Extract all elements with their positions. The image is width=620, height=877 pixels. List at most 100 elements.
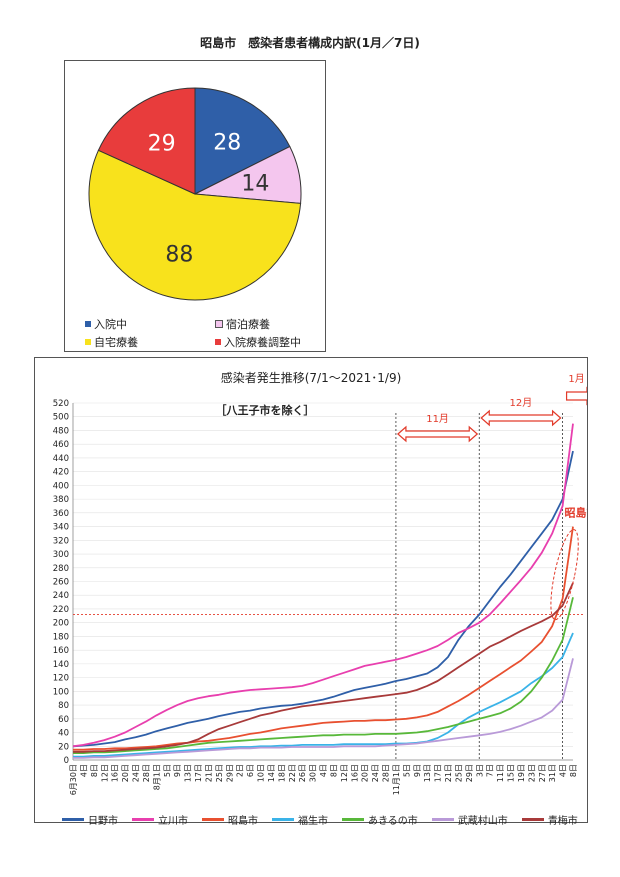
- y-tick-label: 520: [53, 399, 69, 409]
- x-tick-label: 23日: [527, 764, 536, 782]
- legend-label: 昭島市: [228, 816, 258, 827]
- y-tick-label: 480: [53, 426, 69, 436]
- x-tick-label: 21日: [204, 764, 213, 782]
- x-tick-label: 8月1日: [152, 764, 161, 790]
- legend-swatch: [85, 321, 91, 327]
- y-tick-label: 120: [53, 674, 69, 684]
- x-tick-label: 16日: [350, 764, 359, 782]
- legend-label: 立川市: [158, 816, 188, 827]
- legend-swatch: [132, 818, 154, 821]
- pie-data-label: 29: [148, 131, 176, 156]
- y-tick-label: 20: [58, 742, 69, 752]
- x-tick-label: 11日: [496, 764, 505, 782]
- y-tick-label: 440: [53, 454, 69, 464]
- line-legend-item: 日野市: [62, 812, 118, 827]
- month-range-arrow: [565, 386, 596, 406]
- x-tick-label: 12日: [340, 764, 349, 782]
- x-tick-label: 6月30日: [69, 764, 78, 795]
- y-tick-label: 240: [53, 591, 69, 601]
- x-tick-label: 25日: [454, 764, 463, 782]
- legend-swatch: [431, 818, 454, 821]
- legend-label: 入院中: [94, 318, 127, 331]
- x-tick-label: 4日: [79, 764, 88, 777]
- series-line-武蔵村山市: [73, 658, 574, 759]
- y-tick-label: 200: [53, 619, 69, 629]
- y-tick-label: 140: [53, 660, 69, 670]
- y-tick-label: 400: [53, 481, 69, 491]
- line-legend: 日野市 立川市 昭島市 福生市 あきるの市 武蔵村山市 青梅市: [62, 812, 578, 827]
- series-line-福生市: [73, 632, 574, 758]
- pie-legend-item: 宿泊療養: [215, 316, 270, 332]
- x-tick-label: 26日: [298, 764, 307, 782]
- series-line-立川市: [72, 423, 574, 748]
- legend-swatch: [202, 818, 224, 821]
- x-tick-label: 3日: [475, 764, 484, 777]
- line-legend-item: 武蔵村山市: [431, 812, 508, 827]
- x-tick-label: 8日: [569, 764, 578, 777]
- x-tick-label: 4日: [559, 764, 568, 777]
- x-tick-label: 28日: [142, 764, 151, 782]
- x-tick-label: 21日: [444, 764, 453, 782]
- y-tick-label: 40: [58, 729, 69, 739]
- x-tick-label: 18日: [277, 764, 286, 782]
- x-tick-label: 8日: [329, 764, 338, 777]
- legend-label: 自宅療養: [94, 336, 138, 349]
- x-tick-label: 20日: [361, 764, 370, 782]
- x-tick-label: 24日: [371, 764, 380, 782]
- y-tick-label: 180: [53, 632, 69, 642]
- legend-swatch: [521, 818, 544, 821]
- x-tick-label: 16日: [111, 764, 120, 782]
- month-label: 12月: [510, 397, 533, 409]
- x-tick-label: 6日: [246, 764, 255, 777]
- pie-legend-item: 入院中: [85, 316, 127, 332]
- x-tick-label: 29日: [465, 764, 474, 782]
- x-tick-label: 17日: [194, 764, 203, 782]
- y-tick-label: 220: [53, 605, 69, 615]
- month-label: 1月: [568, 373, 584, 385]
- x-tick-label: 15日: [507, 764, 516, 782]
- series-line-青梅市: [73, 582, 574, 753]
- x-tick-label: 12日: [100, 764, 109, 782]
- legend-label: 青梅市: [547, 816, 578, 827]
- x-tick-label: 13日: [423, 764, 432, 782]
- x-tick-label: 28日: [382, 764, 391, 782]
- x-tick-label: 5日: [163, 764, 172, 777]
- series-line-日野市: [72, 450, 574, 748]
- line-chart-subtitle: ［八王子市を除く］: [216, 403, 315, 417]
- pie-chart-panel: 28 14 88 29 入院中 宿泊療養 自宅療養 入院療養調整中: [64, 60, 326, 352]
- y-tick-label: 0: [64, 756, 69, 766]
- line-legend-item: 立川市: [132, 812, 188, 827]
- line-legend-item: 昭島市: [202, 812, 258, 827]
- pie-slice: [194, 87, 291, 195]
- line-chart: 感染者発生推移(7/1～2021･1/9) ［八王子市を除く］ 0 20 40 60 80 1…: [53, 370, 598, 795]
- month-range-arrow: [397, 425, 479, 443]
- x-tick-label: 9日: [173, 764, 182, 777]
- line-legend-item: あきるの市: [342, 812, 418, 827]
- line-chart-title: 感染者発生推移(7/1～2021･1/9): [221, 370, 402, 385]
- x-tick-label: 29日: [225, 764, 234, 782]
- legend-label: 入院療養調整中: [224, 336, 301, 349]
- month-label: 11月: [426, 413, 449, 425]
- y-tick-label: 420: [53, 468, 69, 478]
- x-tick-label: 24日: [132, 764, 141, 782]
- x-tick-label: 2日: [236, 764, 245, 777]
- y-tick-label: 80: [58, 701, 69, 711]
- y-tick-label: 300: [53, 550, 69, 560]
- series-line-昭島市: [73, 526, 574, 751]
- x-tick-label: 20日: [121, 764, 130, 782]
- legend-swatch: [215, 320, 223, 328]
- legend-swatch: [62, 818, 84, 821]
- x-tick-label: 25日: [215, 764, 224, 782]
- pie-legend-item: 入院療養調整中: [215, 334, 301, 350]
- y-tick-label: 260: [53, 578, 69, 588]
- y-tick-label: 380: [53, 495, 69, 505]
- pie-data-label: 14: [241, 172, 269, 197]
- pie-slice: [97, 87, 196, 195]
- legend-label: 日野市: [88, 816, 118, 827]
- highlight-ellipse: [550, 529, 579, 621]
- series-line-あきるの市: [73, 597, 574, 754]
- legend-label: 宿泊療養: [226, 318, 270, 331]
- legend-swatch: [85, 339, 91, 345]
- y-tick-label: 60: [58, 715, 69, 725]
